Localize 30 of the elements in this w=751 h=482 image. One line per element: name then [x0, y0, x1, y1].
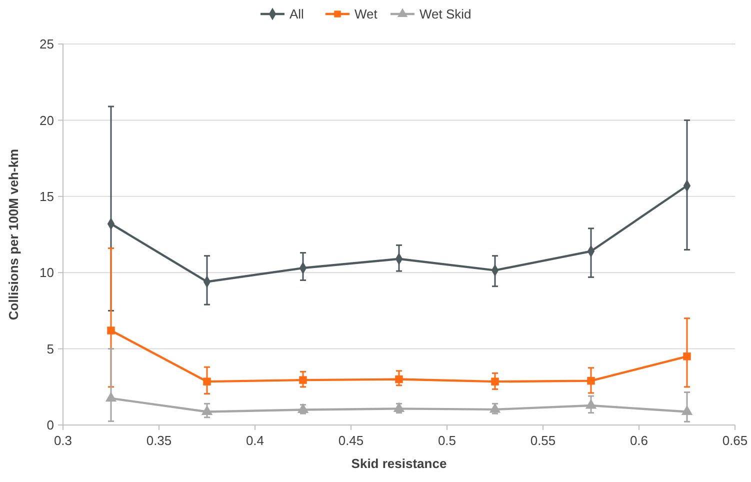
- legend-label: Wet: [354, 6, 378, 22]
- y-tick-label: 20: [40, 112, 54, 128]
- y-tick-label: 25: [40, 36, 54, 52]
- point: [105, 392, 117, 402]
- y-tick-label: 0: [46, 418, 54, 433]
- x-tick-label: 0.5: [438, 433, 456, 448]
- y-axis-title: Collisions per 100M veh-km: [6, 148, 21, 320]
- x-tick-label: 0.35: [146, 433, 172, 448]
- x-tick-label: 0.45: [338, 433, 364, 448]
- point: [107, 326, 115, 334]
- point: [585, 398, 597, 409]
- y-tick-label: 5: [46, 341, 54, 356]
- point: [491, 378, 499, 386]
- legend-label: All: [290, 6, 304, 22]
- point: [681, 405, 693, 415]
- y-tick-label: 15: [40, 188, 54, 204]
- point: [201, 405, 213, 415]
- x-tick-label: 0.6: [630, 433, 648, 448]
- y-tick-label: 10: [40, 265, 54, 280]
- point: [587, 376, 595, 385]
- point: [203, 378, 211, 386]
- point: [683, 352, 691, 360]
- legend-label: Wet Skid: [420, 6, 472, 22]
- x-tick-label: 0.3: [54, 433, 72, 448]
- x-tick-label: 0.55: [530, 433, 556, 448]
- x-tick-label: 0.65: [722, 433, 748, 448]
- point: [395, 375, 403, 384]
- point: [299, 376, 307, 384]
- x-axis-title: Skid resistance: [351, 456, 447, 471]
- x-tick-label: 0.4: [246, 433, 264, 448]
